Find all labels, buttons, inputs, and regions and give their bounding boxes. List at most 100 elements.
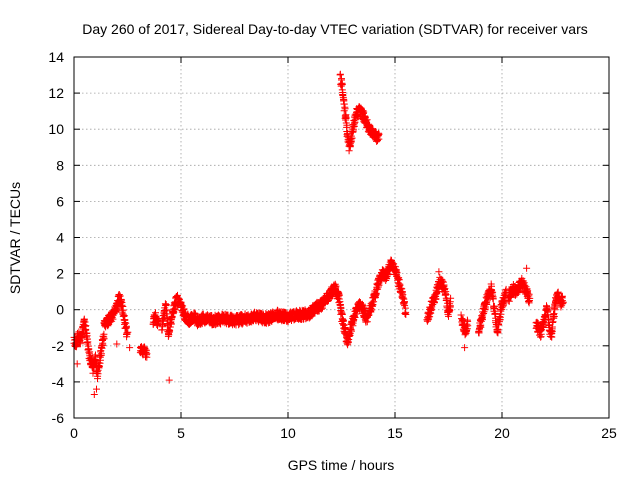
data-point-outlier — [73, 360, 81, 368]
data-point — [360, 108, 368, 116]
data-point — [426, 313, 434, 321]
data-point — [336, 70, 344, 78]
data-point — [95, 362, 103, 370]
y-tick-label: -4 — [52, 374, 65, 390]
data-point — [372, 291, 380, 299]
data-point-outlier — [90, 391, 98, 398]
data-point — [492, 314, 500, 322]
data-point — [401, 298, 408, 306]
x-tick-labels: 0 5 10 15 20 25 — [70, 425, 617, 441]
data-point — [118, 301, 126, 309]
x-tick-label: 15 — [387, 425, 403, 441]
data-point — [447, 302, 454, 310]
data-point — [348, 134, 356, 142]
data-point — [464, 317, 472, 325]
data-point — [463, 326, 471, 334]
data-point — [342, 328, 349, 335]
y-axis-label: SDTVAR / TECUs — [7, 182, 23, 294]
data-point — [100, 333, 108, 341]
data-point — [343, 121, 351, 129]
data-point — [84, 338, 92, 346]
data-point — [97, 350, 105, 358]
data-point — [557, 303, 565, 311]
data-point — [99, 341, 107, 349]
data-point — [554, 288, 562, 296]
x-tick-label: 20 — [494, 425, 510, 441]
data-point-outlier — [523, 264, 531, 272]
y-tick-label: 14 — [48, 49, 64, 65]
y-tick-label: 8 — [56, 157, 64, 173]
data-point — [559, 298, 567, 306]
data-point — [349, 127, 357, 135]
data-point — [399, 294, 407, 302]
data-point — [375, 135, 383, 143]
data-point — [521, 281, 529, 289]
data-point — [442, 288, 450, 296]
y-tick-label: -6 — [52, 410, 65, 426]
data-point — [477, 323, 485, 331]
data-point — [544, 307, 552, 315]
data-point — [341, 105, 349, 113]
data-point — [550, 314, 558, 322]
data-point — [122, 322, 130, 330]
data-point — [86, 348, 94, 356]
data-point — [119, 306, 127, 314]
data-point — [340, 107, 348, 115]
data-point — [142, 346, 150, 354]
data-point — [551, 306, 559, 314]
data-point-outlier — [113, 340, 121, 348]
y-tick-label: 10 — [48, 121, 64, 137]
data-point — [384, 271, 392, 278]
y-tick-label: 4 — [56, 230, 64, 246]
y-tick-label: 6 — [56, 193, 64, 209]
data-point — [339, 316, 347, 324]
x-tick-label: 25 — [601, 425, 617, 441]
data-point — [167, 320, 175, 328]
data-point — [483, 301, 491, 308]
data-point-outlier — [435, 268, 443, 276]
data-point — [445, 312, 452, 320]
x-tick-label: 0 — [70, 425, 78, 441]
data-point — [115, 291, 123, 298]
data-point — [158, 326, 166, 334]
plot-frame — [73, 56, 610, 419]
data-point — [171, 306, 179, 314]
data-point — [550, 313, 558, 320]
data-point-outlier — [93, 385, 100, 393]
data-point — [359, 303, 367, 311]
y-tick-label: 2 — [56, 266, 64, 282]
x-tick-label: 10 — [280, 425, 296, 441]
scatter-series-sdtvar — [70, 70, 567, 398]
x-axis-label: GPS time / hours — [288, 457, 395, 473]
data-point — [339, 91, 347, 98]
data-point — [374, 137, 381, 145]
data-point — [340, 100, 348, 108]
data-point — [80, 315, 88, 323]
y-tick-label: 12 — [48, 85, 64, 101]
data-point — [396, 280, 404, 288]
data-point — [82, 322, 90, 330]
data-point — [402, 311, 410, 318]
data-point — [447, 294, 455, 302]
data-point — [351, 314, 359, 321]
data-point — [525, 290, 533, 298]
data-point — [394, 274, 401, 282]
data-point — [94, 372, 102, 380]
data-point — [344, 129, 351, 137]
data-point — [338, 80, 346, 88]
y-tick-label: 0 — [56, 302, 64, 318]
data-point — [432, 295, 440, 303]
chart-title: Day 260 of 2017, Sidereal Day-to-day VTE… — [82, 21, 588, 37]
data-point-outlier — [126, 344, 134, 352]
data-point — [336, 301, 344, 308]
data-point — [124, 328, 132, 336]
y-tick-label: -2 — [52, 338, 65, 354]
data-point — [348, 327, 355, 335]
data-point — [489, 295, 497, 303]
data-point — [143, 350, 151, 358]
data-point — [332, 282, 340, 290]
data-point-outlier — [165, 376, 173, 384]
y-tick-labels: -6 -4 -2 0 2 4 6 8 10 12 14 — [48, 49, 64, 426]
data-point — [166, 327, 174, 335]
